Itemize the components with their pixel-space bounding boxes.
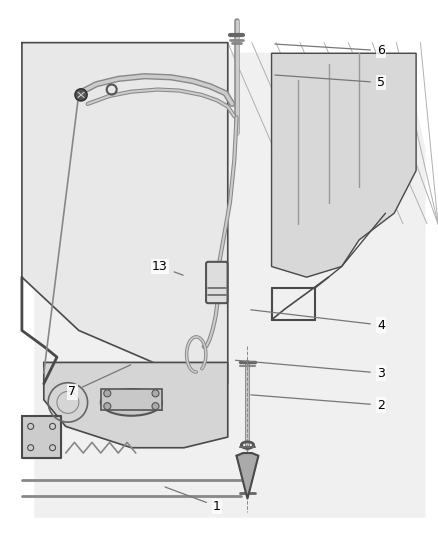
- Polygon shape: [272, 53, 416, 277]
- Circle shape: [152, 402, 159, 410]
- Circle shape: [75, 89, 87, 101]
- Polygon shape: [35, 53, 425, 517]
- Circle shape: [104, 402, 111, 410]
- Text: 2: 2: [251, 395, 385, 411]
- FancyBboxPatch shape: [101, 389, 162, 410]
- Text: 13: 13: [152, 260, 183, 275]
- Circle shape: [104, 390, 111, 397]
- Polygon shape: [237, 453, 258, 498]
- Polygon shape: [22, 416, 61, 458]
- Polygon shape: [44, 362, 228, 448]
- Circle shape: [152, 390, 159, 397]
- Ellipse shape: [101, 389, 162, 416]
- FancyBboxPatch shape: [206, 262, 228, 303]
- Text: 4: 4: [251, 310, 385, 332]
- Polygon shape: [22, 43, 228, 384]
- Text: 5: 5: [275, 75, 385, 89]
- Text: 1: 1: [165, 487, 221, 513]
- Text: 3: 3: [236, 360, 385, 379]
- Text: 6: 6: [275, 44, 385, 57]
- Text: 7: 7: [68, 365, 131, 398]
